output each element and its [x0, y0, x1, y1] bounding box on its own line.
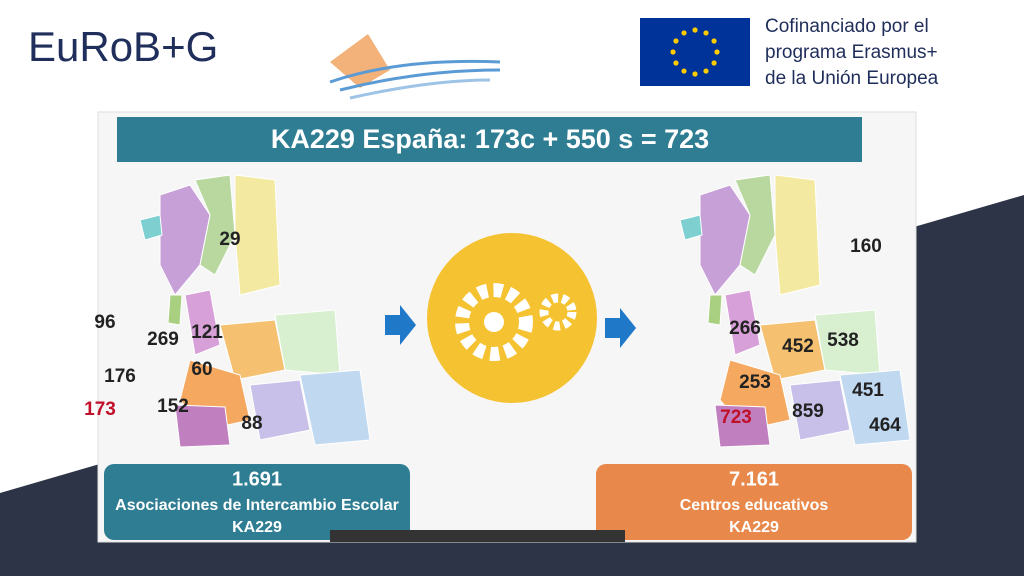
- map-label: 160: [850, 236, 882, 257]
- video-bar: [330, 530, 625, 542]
- country: [714, 404, 771, 448]
- arrow: [605, 308, 636, 348]
- map-label: 176: [104, 366, 136, 387]
- map-label: 60: [191, 359, 212, 380]
- country: [789, 379, 851, 441]
- eu-star: [703, 30, 709, 36]
- country: [234, 174, 281, 296]
- box-text: KA229: [232, 519, 282, 536]
- title-bar: [117, 117, 862, 162]
- eu-star: [711, 38, 717, 44]
- left-box: [104, 464, 410, 540]
- country: [249, 379, 311, 441]
- eu-star: [673, 60, 679, 66]
- eu-star: [711, 60, 717, 66]
- right-box: [596, 464, 912, 540]
- funding-line: programa Erasmus+: [765, 42, 938, 63]
- europe-map: [139, 174, 371, 448]
- country: [724, 289, 761, 356]
- box-number: 7.161: [729, 468, 779, 490]
- map-label: 173: [84, 399, 116, 420]
- map-label: 269: [147, 329, 179, 350]
- map-label: 266: [729, 318, 761, 339]
- box-number: 1.691: [232, 468, 282, 490]
- map-label: 859: [792, 401, 824, 422]
- gear-circle: [427, 233, 597, 403]
- country: [707, 294, 723, 326]
- funding-line: Cofinanciado por el: [765, 16, 929, 37]
- funding-line: de la Unión Europea: [765, 68, 939, 89]
- map-label: 253: [739, 372, 771, 393]
- europe-map: [679, 174, 911, 448]
- map-label: 451: [852, 380, 884, 401]
- country: [194, 174, 236, 276]
- eu-star: [703, 68, 709, 74]
- country: [274, 309, 341, 376]
- eu-star: [673, 38, 679, 44]
- map-label: 152: [157, 396, 189, 417]
- map-label: 464: [869, 415, 901, 436]
- logo-mark: [329, 34, 501, 100]
- eu-star: [714, 49, 720, 55]
- map-label: 538: [827, 330, 859, 351]
- country: [839, 369, 911, 446]
- map-label: 88: [241, 413, 262, 434]
- country: [167, 294, 183, 326]
- country: [734, 174, 776, 276]
- eu-star: [692, 71, 698, 77]
- country: [139, 214, 163, 241]
- gear-hub: [484, 312, 504, 332]
- eu-star: [692, 27, 698, 33]
- box-text: Asociaciones de Intercambio Escolar: [115, 497, 399, 514]
- gear: [539, 293, 577, 331]
- box-text: Centros educativos: [680, 497, 829, 514]
- eu-stars: [670, 27, 720, 77]
- box-text: KA229: [729, 519, 779, 536]
- arrow: [385, 305, 416, 345]
- country: [679, 214, 703, 241]
- eu-star: [670, 49, 676, 55]
- country: [184, 289, 221, 356]
- map-label: 29: [219, 229, 240, 250]
- map-label: 452: [782, 336, 814, 357]
- logo-text: EuRoB+G: [28, 23, 218, 70]
- country: [299, 369, 371, 446]
- maps: 29 96 269 121 60 176 152 173 88 160 266 452 538 253 45…: [84, 174, 911, 448]
- gear: [455, 283, 533, 361]
- country: [174, 404, 231, 448]
- map-label: 121: [191, 322, 223, 343]
- map-label: 723: [720, 407, 752, 428]
- slide-title: KA229 España: 173c + 550 s = 723: [271, 124, 709, 154]
- country: [774, 174, 821, 296]
- eu-star: [681, 68, 687, 74]
- map-label: 96: [94, 312, 115, 333]
- eu-star: [681, 30, 687, 36]
